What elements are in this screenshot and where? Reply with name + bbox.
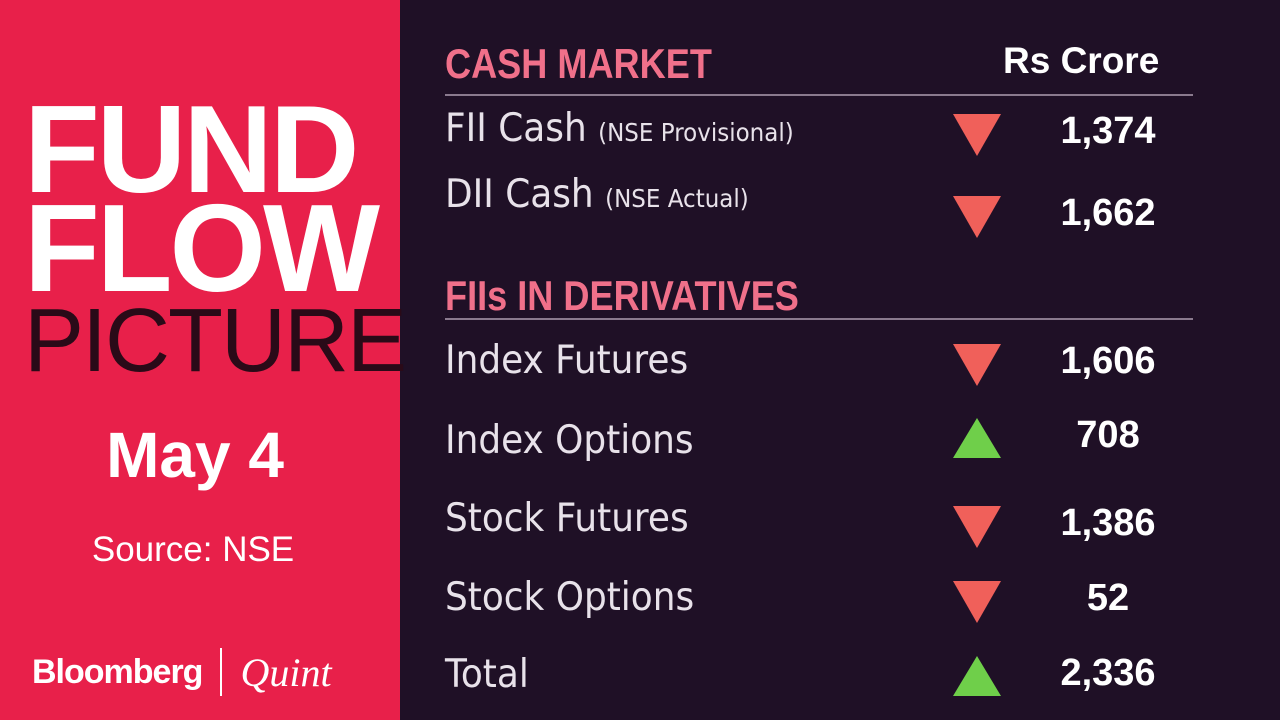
triangle-down-icon — [953, 581, 1001, 623]
triangle-down-icon — [953, 196, 1001, 238]
row-label: FII Cash (NSE Provisional) — [445, 106, 794, 151]
row-label: Stock Futures — [445, 496, 689, 541]
row-label: Stock Options — [445, 575, 694, 620]
title-line-3: PICTURE — [24, 291, 407, 391]
row-label-text: Index Futures — [445, 338, 689, 383]
table-row: FII Cash (NSE Provisional) 1,374 — [445, 106, 1205, 156]
unit-label: Rs Crore — [1003, 40, 1160, 81]
triangle-down-icon — [953, 344, 1001, 386]
derivatives-heading: FIIs IN DERIVATIVES — [445, 272, 799, 319]
row-label-text: Stock Futures — [445, 496, 689, 541]
triangle-down-icon — [953, 114, 1001, 156]
logo-quint: Quint — [240, 649, 332, 695]
row-value: 1,662 — [1060, 192, 1156, 234]
divider — [445, 94, 1193, 96]
row-value: 2,336 — [1060, 652, 1156, 694]
title-panel: FUND FLOW PICTURE May 4 Source: NSE Bloo… — [0, 0, 407, 720]
logo-bloomberg: Bloomberg — [32, 652, 203, 691]
row-value: 52 — [1086, 577, 1130, 619]
row-label: Index Futures — [445, 338, 688, 383]
row-value: 1,606 — [1060, 340, 1156, 382]
table-row: Index Futures 1,606 — [445, 338, 1205, 388]
bloomberg-quint-logo: Bloomberg Quint — [32, 648, 332, 696]
row-label-text: Total — [445, 652, 529, 697]
triangle-down-icon — [953, 506, 1001, 548]
date: May 4 — [106, 419, 284, 491]
table-row: Index Options 708 — [445, 414, 1205, 468]
source: Source: NSE — [91, 530, 295, 569]
title-line-2: FLOW — [24, 180, 380, 318]
row-label-text: FII Cash — [445, 106, 587, 151]
row-label: DII Cash (NSE Actual) — [445, 172, 749, 217]
row-label-text: Stock Options — [445, 575, 695, 620]
table-row: Total 2,336 — [445, 652, 1205, 702]
row-label: Index Options — [445, 418, 694, 463]
triangle-up-icon — [953, 418, 1001, 458]
row-label: Total — [445, 652, 529, 697]
divider — [445, 318, 1193, 320]
row-note: (NSE Provisional) — [598, 118, 794, 147]
triangle-up-icon — [953, 656, 1001, 696]
row-note: (NSE Actual) — [605, 184, 749, 213]
table-row: DII Cash (NSE Actual) 1,662 — [445, 172, 1205, 238]
row-label-text: DII Cash — [445, 172, 594, 217]
cash-market-heading: CASH MARKET — [445, 40, 712, 87]
row-value: 1,374 — [1060, 110, 1156, 152]
row-value: 1,386 — [1060, 502, 1156, 544]
row-value: 708 — [1076, 414, 1140, 456]
row-label-text: Index Options — [445, 418, 694, 463]
logo-divider — [220, 648, 223, 696]
table-row: Stock Futures 1,386 — [445, 496, 1205, 548]
table-row: Stock Options 52 — [445, 575, 1205, 625]
title-line-1: FUND — [24, 81, 359, 219]
